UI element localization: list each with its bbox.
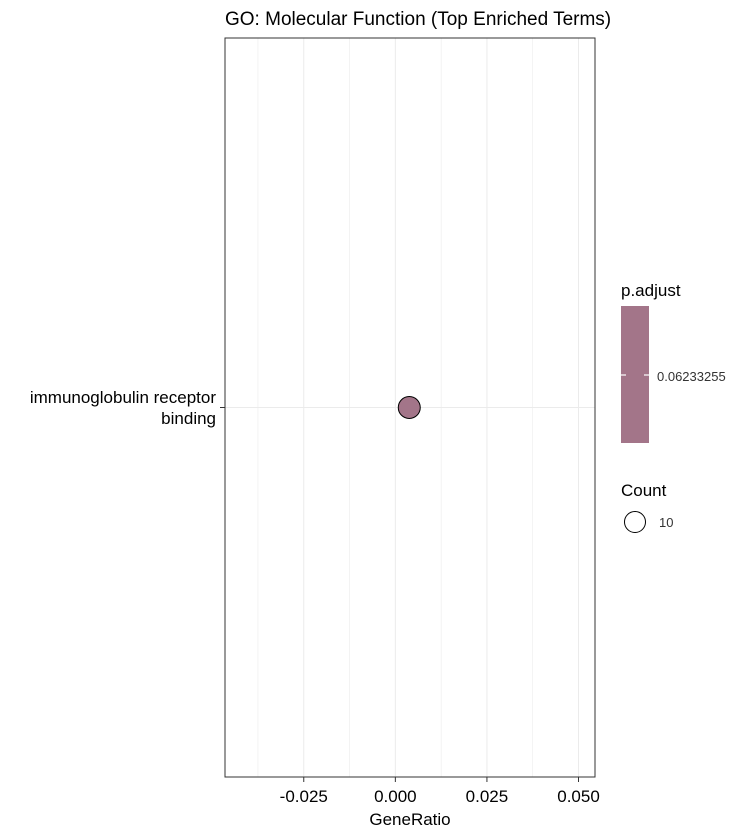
chart-title: GO: Molecular Function (Top Enriched Ter… [225, 9, 611, 30]
legend-size-title: Count [621, 481, 667, 500]
legend-color-title: p.adjust [621, 281, 681, 300]
x-tick-label: 0.000 [374, 787, 417, 806]
data-point [397, 396, 421, 419]
y-tick-label: immunoglobulin receptor binding [30, 388, 216, 428]
x-tick-label: -0.025 [280, 787, 328, 806]
x-axis-ticks: -0.025 0.000 0.025 0.050 [280, 777, 600, 806]
x-tick-label: 0.050 [557, 787, 600, 806]
legend-colorbar-label: 0.06233255 [657, 369, 726, 384]
legend-size-circle [624, 511, 646, 533]
x-axis-title: GeneRatio [369, 810, 450, 829]
x-tick-label: 0.025 [466, 787, 509, 806]
data-points [397, 396, 421, 419]
y-axis-labels: immunoglobulin receptor binding [30, 388, 225, 428]
legend-size-label: 10 [659, 515, 673, 530]
